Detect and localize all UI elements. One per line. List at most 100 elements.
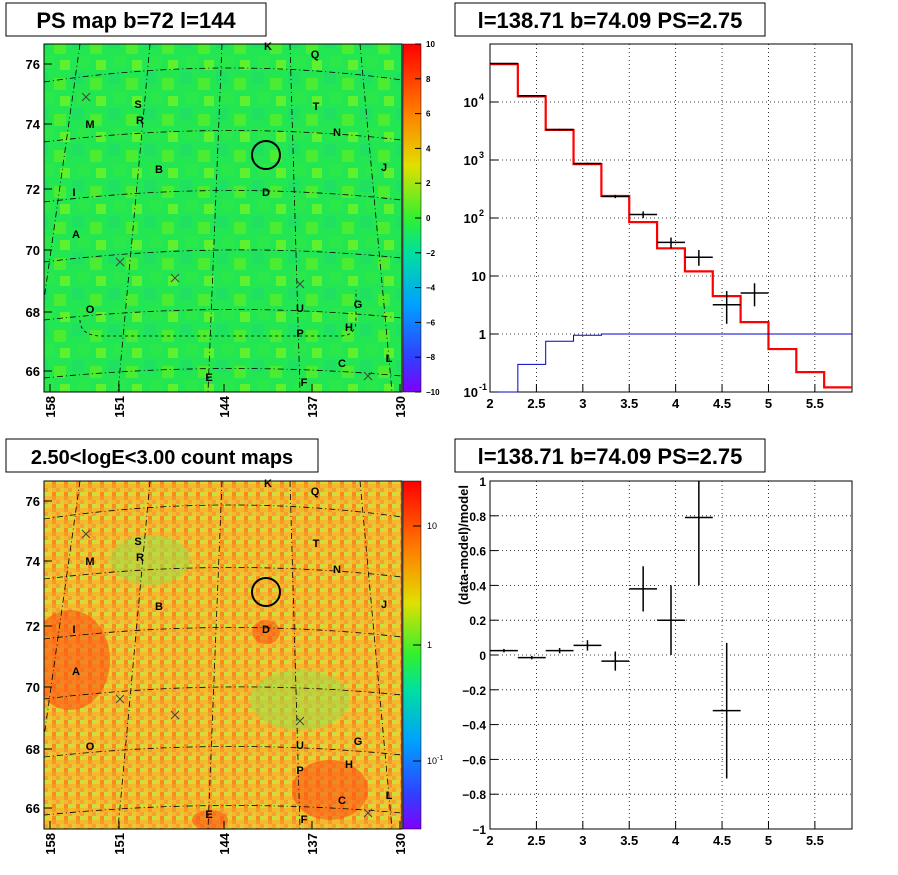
spectrum-y-tick-exponent: -1 xyxy=(479,382,487,392)
residual-y-tick-label: 0.6 xyxy=(469,545,486,559)
spectrum-x-tick-label: 2 xyxy=(486,396,493,411)
spectrum-y-tick-label: 10 xyxy=(472,269,486,284)
map-label-o: O xyxy=(86,741,95,753)
map-cross-marker xyxy=(81,529,91,539)
colorbar-tick-label: 6 xyxy=(426,110,431,119)
map-label-q: Q xyxy=(311,486,320,498)
residual-y-tick-label: 1 xyxy=(479,475,486,489)
map-y-tick-label: 76 xyxy=(26,494,40,509)
colorbar-tick-label: 10 xyxy=(427,756,437,766)
background-step-line xyxy=(490,333,852,393)
map-y-tick-label: 70 xyxy=(26,243,40,258)
map-label-g: G xyxy=(354,736,363,748)
map-label-f: F xyxy=(301,814,308,826)
map-label-g: G xyxy=(354,299,363,311)
spectrum-y-tick-label: 1 xyxy=(479,327,486,342)
map-label-j: J xyxy=(381,162,387,174)
spectrum-x-tick-label: 3.5 xyxy=(620,396,638,411)
map-label-s: S xyxy=(134,99,141,111)
map-label-l: L xyxy=(386,353,393,365)
residual-x-tick-label: 2.5 xyxy=(527,833,545,848)
map-cross-marker xyxy=(295,279,305,289)
map-label-b: B xyxy=(155,601,163,613)
residual-x-tick-label: 5 xyxy=(765,833,772,848)
map-label-b: B xyxy=(155,164,163,176)
count-map-title: 2.50<logE<3.00 count maps xyxy=(31,447,293,469)
spectrum-panel: l=138.71 b=74.09 PS=2.75 2 2.5 3 3.5 4 4.5 5 5.… xyxy=(454,2,853,411)
map-x-tick-label: 137 xyxy=(305,396,320,418)
map-x-tick-label: 137 xyxy=(305,833,320,855)
colorbar-tick-label: 4 xyxy=(426,144,431,153)
map-x-tick-label: 130 xyxy=(393,833,408,855)
map-x-tick-label: 130 xyxy=(393,396,408,418)
colorbar-tick-exponent: -1 xyxy=(437,755,443,762)
map-label-n: N xyxy=(333,127,341,139)
residual-x-tick-label: 4.5 xyxy=(713,833,731,848)
residual-y-axis-label: (data-model)/model xyxy=(456,485,471,605)
spectrum-x-tick-label: 2.5 xyxy=(527,396,545,411)
map-cross-marker xyxy=(295,716,305,726)
residual-x-tick-label: 2 xyxy=(486,833,493,848)
residual-y-tick-label: 0.4 xyxy=(469,579,486,593)
map-label-h: H xyxy=(345,759,353,771)
map-y-tick-label: 66 xyxy=(26,364,40,379)
residual-y-tick-label: 0 xyxy=(479,649,486,663)
spectrum-y-tick-label: 10 xyxy=(464,95,478,110)
map-label-m: M xyxy=(85,556,94,568)
spectrum-x-tick-label: 5.5 xyxy=(806,396,824,411)
map-x-tick-label: 144 xyxy=(217,832,232,854)
residual-y-tick-label: −0.6 xyxy=(462,753,486,767)
map-x-tick-label: 151 xyxy=(112,396,127,418)
map-label-d: D xyxy=(262,187,270,199)
map-label-d: D xyxy=(262,624,270,636)
count-map-panel: 2.50<logE<3.00 count maps K Q SR T M N B J D I A G O… xyxy=(5,438,443,855)
target-circle-counts xyxy=(251,577,281,607)
count-colorbar xyxy=(402,480,422,830)
map-y-tick-label: 74 xyxy=(26,554,41,569)
map-label-p: P xyxy=(296,328,303,340)
spectrum-y-tick-exponent: 3 xyxy=(479,150,484,160)
target-circle xyxy=(251,140,281,170)
colorbar-tick-label: 0 xyxy=(426,214,431,223)
map-y-tick-label: 68 xyxy=(26,305,40,320)
map-y-tick-label: 68 xyxy=(26,742,40,757)
map-label-p: P xyxy=(296,765,303,777)
residual-x-tick-label: 3 xyxy=(579,833,586,848)
spectrum-x-tick-label: 3 xyxy=(579,396,586,411)
residual-y-tick-label: 0.2 xyxy=(469,614,486,628)
colorbar-tick-label: 10 xyxy=(426,40,435,49)
map-cross-marker xyxy=(115,257,125,267)
colorbar-tick-label: −10 xyxy=(426,388,440,397)
spectrum-y-tick-label: 10 xyxy=(464,211,478,226)
map-label-q: Q xyxy=(311,49,320,61)
map-y-tick-label: 66 xyxy=(26,801,40,816)
map-cross-marker xyxy=(115,694,125,704)
spectrum-x-tick-label: 4 xyxy=(672,396,680,411)
residual-y-tick-label: −0.8 xyxy=(462,788,486,802)
residual-x-tick-label: 4 xyxy=(672,833,680,848)
ps-map-title: PS map b=72 l=144 xyxy=(36,8,236,33)
map-y-tick-label: 70 xyxy=(26,680,40,695)
map-label-a: A xyxy=(72,229,80,241)
map-label-r: R xyxy=(136,552,144,564)
colorbar-tick-label: 8 xyxy=(426,75,431,84)
map-cross-marker xyxy=(363,808,373,818)
residual-title: l=138.71 b=74.09 PS=2.75 xyxy=(478,444,743,469)
map-y-tick-label: 72 xyxy=(26,619,40,634)
map-label-l: L xyxy=(386,790,393,802)
map-y-tick-label: 72 xyxy=(26,182,40,197)
map-y-tick-label: 74 xyxy=(26,117,41,132)
spectrum-y-tick-label: 10 xyxy=(464,153,478,168)
map-cross-marker xyxy=(170,273,180,283)
colorbar-tick-label: −8 xyxy=(426,353,436,362)
map-label-k: K xyxy=(264,41,272,53)
map-label-c: C xyxy=(338,358,346,370)
map-label-i: I xyxy=(72,624,75,636)
residual-x-tick-label: 3.5 xyxy=(620,833,638,848)
colorbar-tick-label: 2 xyxy=(426,179,431,188)
map-label-t: T xyxy=(313,101,320,113)
map-cross-marker xyxy=(170,710,180,720)
colorbar-tick-label: 10 xyxy=(427,521,437,531)
